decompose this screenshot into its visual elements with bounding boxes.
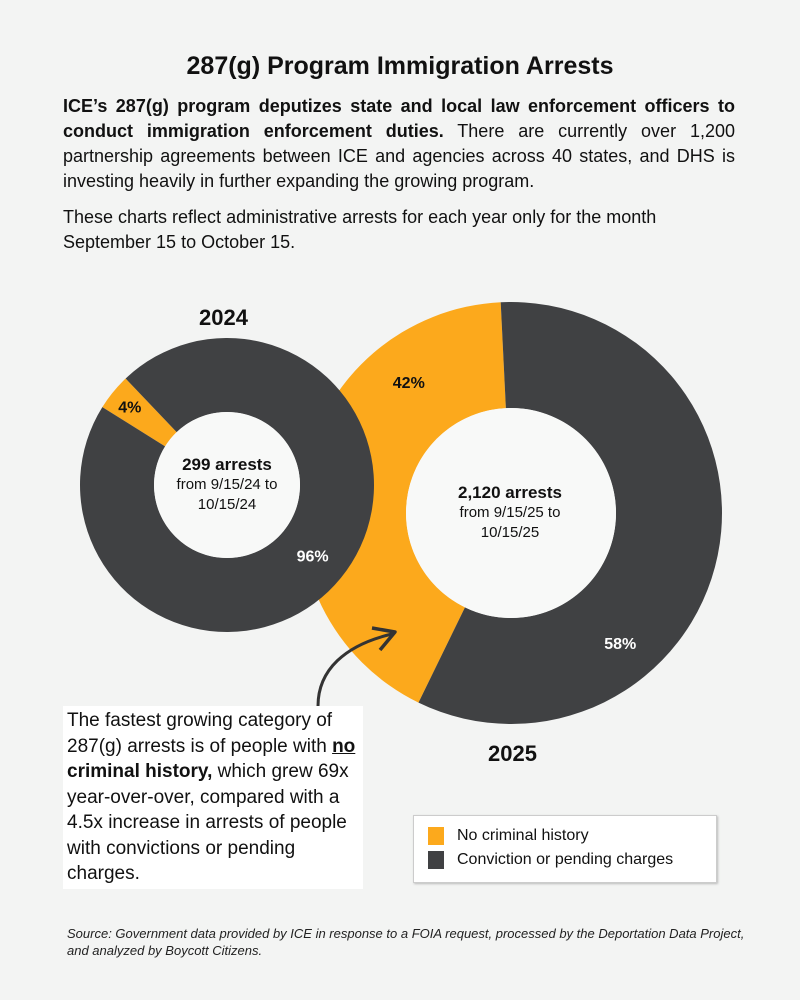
intro-date-note: These charts reflect administrative arre… [63, 207, 657, 252]
donut-2024: 4% 96% [79, 338, 375, 632]
slice-label: 96% [297, 549, 329, 566]
intro-paragraph: ICE’s 287(g) program deputizes state and… [63, 94, 735, 194]
chart-title-2024: 2024 [199, 305, 248, 330]
note-no: no [332, 735, 356, 757]
legend-label: No criminal history [457, 827, 589, 844]
legend-swatch [428, 851, 444, 869]
slice-label: 58% [604, 636, 636, 653]
annotation-note: The fastest growing category of 287(g) a… [63, 706, 363, 889]
annotation-arrow-icon [316, 626, 397, 707]
slice-conviction-or-pending-charges [418, 302, 722, 724]
note-text-end: which grew 69x year-over-over, compared … [67, 761, 349, 884]
legend-swatch [428, 827, 444, 845]
legend: No criminal history Conviction or pendin… [413, 815, 717, 883]
page-title: 287(g) Program Immigration Arrests [186, 52, 614, 80]
note-bold: criminal history, [67, 761, 213, 782]
intro-bold: ICE’s 287(g) program deputizes state and… [63, 96, 735, 141]
intro-text: There are currently over 1,200 partnersh… [63, 121, 736, 191]
donut-hole [154, 412, 300, 558]
legend-item-no-criminal-history: No criminal history [428, 827, 589, 845]
slice-conviction-or-pending-charges [79, 338, 375, 632]
chart-title-2025: 2025 [488, 741, 537, 766]
legend-item-conviction: Conviction or pending charges [428, 851, 673, 869]
range-2025: from 9/15/25 to 10/15/25 [459, 504, 561, 541]
total-2025: 2,120 arrests [458, 483, 562, 502]
center-label-2024: 299 arrests from 9/15/24 to 10/15/24 [157, 455, 297, 515]
slice-no-criminal-history [299, 302, 506, 703]
donut-hole [406, 408, 616, 618]
center-label-2025: 2,120 arrests from 9/15/25 to 10/15/25 [440, 483, 580, 543]
range-2024: from 9/15/24 to 10/15/24 [176, 476, 278, 513]
slice-label: 42% [393, 375, 425, 392]
legend-label: Conviction or pending charges [457, 851, 674, 868]
slice-label: 4% [118, 399, 141, 416]
donut-2025: 42% 58% [299, 302, 722, 724]
slice-no-criminal-history [102, 378, 177, 447]
source-note: Source: Government data provided by ICE … [67, 926, 745, 958]
note-text: The fastest growing category of 287(g) a… [67, 710, 333, 757]
total-2024: 299 arrests [182, 455, 272, 474]
